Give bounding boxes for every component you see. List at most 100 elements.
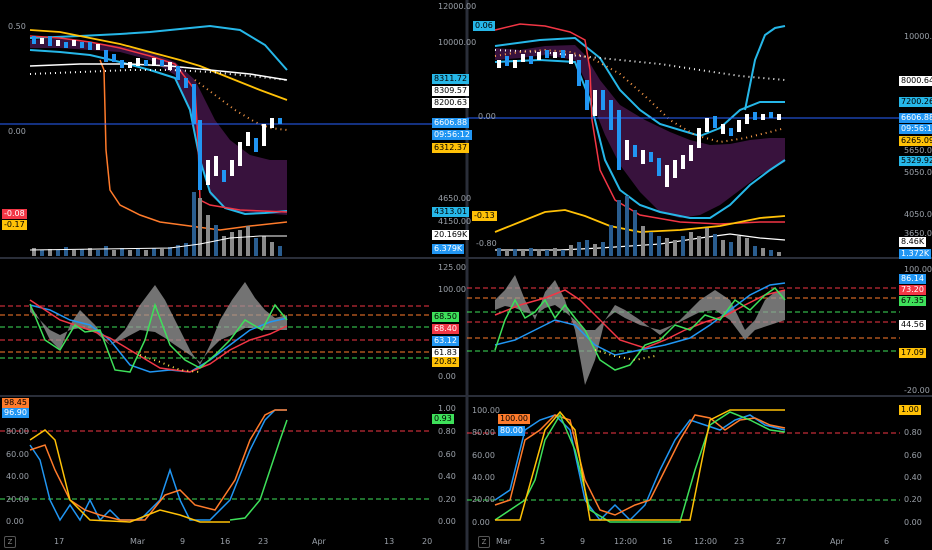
stoch-axis-label: 0.80 (438, 427, 456, 436)
stoch-badge: 100.00 (498, 414, 530, 424)
yellow-stoch (495, 409, 785, 521)
price-axis-label: 10000.00 (904, 32, 932, 41)
rsi-badge: 73.20 (899, 285, 926, 295)
red-line (494, 23, 785, 225)
time-axis-label: 12:00 (614, 537, 638, 546)
osc-axis-label: 0.50 (8, 22, 26, 31)
osc-axis-label: -0.80 (476, 239, 497, 248)
time-axis-label: 9 (180, 537, 186, 546)
stoch-badge: 80.00 (498, 426, 525, 436)
time-axis-label: Mar (496, 537, 512, 546)
zoom-button[interactable]: Z (478, 536, 490, 548)
zoom-button[interactable]: Z (4, 536, 16, 548)
price-axis-label: 10000.00 (438, 38, 477, 47)
price-axis-label: 5650.00 (904, 146, 932, 155)
right-stoch-pane[interactable] (467, 409, 900, 523)
osc-badge: -0.13 (472, 211, 497, 221)
time-axis-label: 9 (580, 537, 586, 546)
price-badge: 6265.09 (899, 136, 932, 146)
volume-badge: 20.169K (432, 230, 470, 240)
osc-badge: -0.08 (2, 209, 27, 219)
volume-bars (497, 196, 781, 256)
yellow-dots (594, 349, 656, 362)
stoch-badge: 1.00 (899, 405, 921, 415)
stoch-axis-label: 0.20 (904, 495, 922, 504)
price-axis-label: 12000.00 (438, 2, 477, 11)
bollinger-upper2 (744, 25, 786, 111)
right-rsi-pane[interactable] (467, 275, 900, 385)
rsi-badge: 86.14 (899, 274, 926, 284)
stoch-axis-label: 0.40 (904, 473, 922, 482)
stoch-axis-label: 20.00 (472, 495, 495, 504)
stoch-axis-label: 1.00 (438, 404, 456, 413)
stoch-axis-label: 0.60 (438, 450, 456, 459)
price-badge: 8000.64 (899, 76, 932, 86)
stoch-axis-label: 0.80 (904, 428, 922, 437)
price-axis-label: 4650.00 (438, 194, 472, 203)
yellow-line (29, 29, 288, 101)
rsi-axis-label: 100.00 (904, 265, 932, 274)
left-rsi-pane[interactable] (0, 282, 432, 373)
stoch-axis-label: 20.00 (6, 495, 29, 504)
stoch-axis-label: 80.00 (472, 428, 495, 437)
stoch-axis-label: 60.00 (6, 450, 29, 459)
countdown-badge: 09:56:12 (899, 124, 932, 134)
bollinger-cloud (495, 45, 785, 218)
blue-stoch (494, 414, 786, 522)
rsi-axis-label: 125.00 (438, 263, 466, 272)
stoch-axis-label: 0.60 (904, 451, 922, 460)
red-line (494, 289, 786, 349)
candles (32, 36, 282, 190)
price-badge: 5329.92 (899, 156, 932, 166)
price-badge: 4313.01 (432, 207, 470, 217)
green-stoch (494, 411, 786, 523)
price-badge: 6312.37 (432, 143, 470, 153)
bollinger-upper (29, 24, 288, 71)
candles (497, 50, 781, 187)
time-axis-label: 23 (734, 537, 745, 546)
green-stoch (229, 419, 288, 521)
osc-axis-label: 0.00 (478, 112, 496, 121)
white-ma (495, 233, 786, 251)
rsi-badge: 68.50 (432, 312, 459, 322)
stoch-axis-label: 80.00 (6, 427, 29, 436)
left-price-pane[interactable] (0, 24, 432, 256)
stoch-axis-label: 0.00 (438, 517, 456, 526)
osc-badge: -0.17 (2, 220, 27, 230)
rsi-badge: 67.35 (899, 296, 926, 306)
volume-badge: 6.379K (432, 244, 465, 254)
osc-badge: 0.06 (473, 21, 495, 31)
rsi-badge: 17.09 (899, 348, 926, 358)
stoch-axis-label: 0.40 (438, 472, 456, 481)
time-axis-label: 5 (540, 537, 546, 546)
price-badge: 8200.63 (432, 98, 470, 108)
time-axis-label: 17 (54, 537, 65, 546)
stoch-axis-label: 40.00 (472, 473, 495, 482)
stoch-badge: 98.45 (2, 398, 29, 408)
price-badge: 8309.57 (432, 86, 470, 96)
time-axis-label: Apr (312, 537, 326, 546)
rsi-badge: 61.83 (432, 348, 459, 358)
volume-badge: 8.46K (899, 237, 927, 247)
time-axis-label: 23 (258, 537, 269, 546)
right-price-pane[interactable] (467, 23, 900, 256)
bollinger-upper (494, 36, 785, 138)
rsi-badge: 63.12 (432, 336, 459, 346)
green-line (494, 286, 786, 371)
grey-fill (30, 282, 287, 365)
time-axis-label: 13 (384, 537, 395, 546)
stoch-axis-label: 0.00 (472, 518, 490, 527)
stoch-axis-label: 0.20 (438, 495, 456, 504)
stoch-axis-label: 100.00 (472, 406, 500, 415)
time-axis-label: 16 (220, 537, 231, 546)
yellow-stoch (29, 429, 230, 523)
orange-dotted (194, 79, 288, 131)
red-line (29, 35, 288, 213)
time-axis-label: 6 (884, 537, 890, 546)
rsi-axis-label: -20.00 (904, 386, 930, 395)
price-badge: 6606.88 (432, 118, 470, 128)
left-stoch-pane[interactable] (0, 409, 432, 523)
grey-fill (495, 275, 785, 385)
yellow-dots (139, 354, 201, 373)
